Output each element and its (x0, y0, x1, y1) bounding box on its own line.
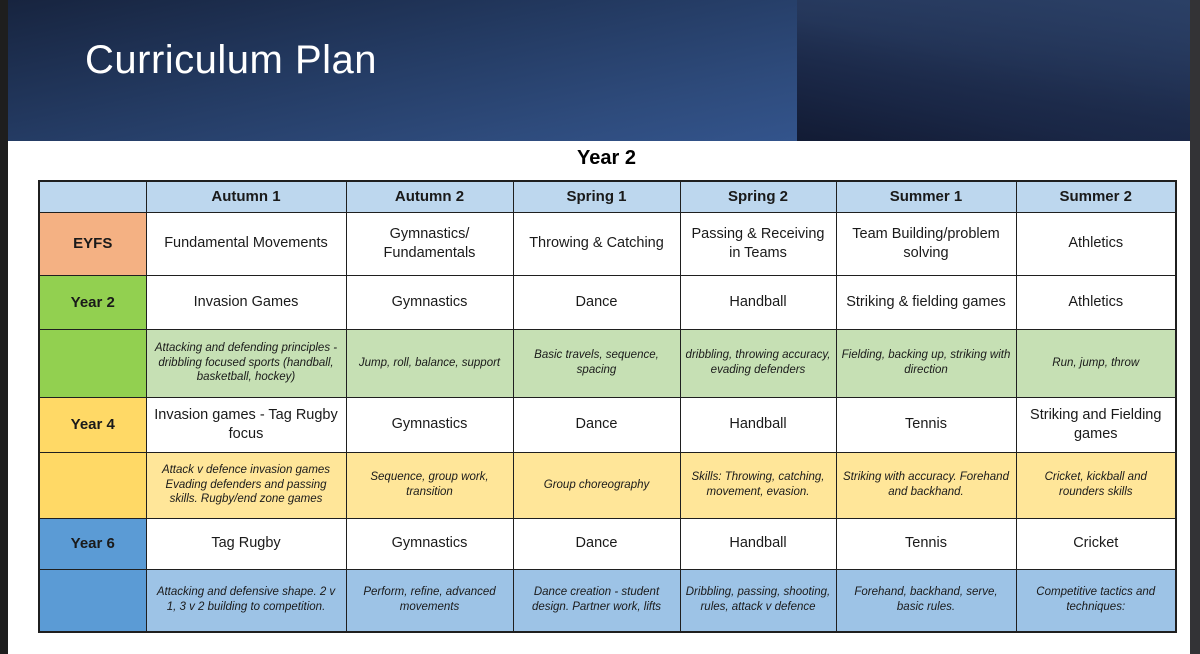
subject-cell: Handball (679, 517, 837, 570)
subject-cell: Gymnastics (345, 517, 514, 570)
subject-cell: Dance (512, 396, 681, 453)
column-header-autumn-2: Autumn 2 (345, 180, 514, 213)
column-header-autumn-1: Autumn 1 (145, 180, 347, 213)
row-year-4-detail: Attack v defence invasion games Evading … (38, 451, 1177, 519)
subject-cell: Invasion Games (145, 274, 347, 330)
right-edge-strip (1190, 0, 1200, 654)
row-label-year-2-detail (38, 328, 147, 398)
detail-cell: Perform, refine, advanced movements (345, 568, 514, 633)
column-header-spring-1: Spring 1 (512, 180, 681, 213)
detail-cell: Jump, roll, balance, support (345, 328, 514, 398)
row-eyfs: EYFS Fundamental Movements Gymnastics/ F… (38, 211, 1177, 276)
corner-cell (38, 180, 147, 213)
row-label-year-2: Year 2 (38, 274, 147, 330)
subject-cell: Handball (679, 274, 837, 330)
detail-cell: Group choreography (512, 451, 681, 519)
column-header-spring-2: Spring 2 (679, 180, 837, 213)
row-year-4: Year 4 Invasion games - Tag Rugby focus … (38, 396, 1177, 453)
row-year-2-detail: Attacking and defending principles - dri… (38, 328, 1177, 398)
subject-cell: Tag Rugby (145, 517, 347, 570)
detail-cell: Dribbling, passing, shooting, rules, att… (679, 568, 837, 633)
detail-cell: Sequence, group work, transition (345, 451, 514, 519)
row-label-year-4-detail (38, 451, 147, 519)
row-year-2: Year 2 Invasion Games Gymnastics Dance H… (38, 274, 1177, 330)
detail-cell: dribbling, throwing accuracy, evading de… (679, 328, 837, 398)
subject-cell: Athletics (1015, 274, 1177, 330)
subject-cell: Team Building/problem solving (835, 211, 1017, 276)
left-edge-strip (0, 0, 8, 654)
subject-cell: Gymnastics (345, 396, 514, 453)
row-label-year-4: Year 4 (38, 396, 147, 453)
detail-cell: Attacking and defending principles - dri… (145, 328, 347, 398)
row-label-year-6-detail (38, 568, 147, 633)
detail-cell: Competitive tactics and techniques: (1015, 568, 1177, 633)
detail-cell: Forehand, backhand, serve, basic rules. (835, 568, 1017, 633)
row-label-year-6: Year 6 (38, 517, 147, 570)
row-year-6-detail: Attacking and defensive shape. 2 v 1, 3 … (38, 568, 1177, 633)
detail-cell: Fielding, backing up, striking with dire… (835, 328, 1017, 398)
detail-cell: Cricket, kickball and rounders skills (1015, 451, 1177, 519)
column-header-summer-2: Summer 2 (1015, 180, 1177, 213)
subject-cell: Striking and Fielding games (1015, 396, 1177, 453)
subject-cell: Invasion games - Tag Rugby focus (145, 396, 347, 453)
subject-cell: Passing & Receiving in Teams (679, 211, 837, 276)
subject-cell: Cricket (1015, 517, 1177, 570)
detail-cell: Attack v defence invasion games Evading … (145, 451, 347, 519)
detail-cell: Run, jump, throw (1015, 328, 1177, 398)
subject-cell: Handball (679, 396, 837, 453)
row-label-eyfs: EYFS (38, 211, 147, 276)
banner-gradient-right (797, 0, 1190, 141)
detail-cell: Skills: Throwing, catching, movement, ev… (679, 451, 837, 519)
subject-cell: Dance (512, 517, 681, 570)
subject-cell: Gymnastics (345, 274, 514, 330)
detail-cell: Basic travels, sequence, spacing (512, 328, 681, 398)
subject-cell: Tennis (835, 517, 1017, 570)
subject-cell: Fundamental Movements (145, 211, 347, 276)
subject-cell: Gymnastics/ Fundamentals (345, 211, 514, 276)
subject-cell: Throwing & Catching (512, 211, 681, 276)
subject-cell: Tennis (835, 396, 1017, 453)
detail-cell: Attacking and defensive shape. 2 v 1, 3 … (145, 568, 347, 633)
title-banner: Curriculum Plan (8, 0, 1190, 141)
subject-cell: Dance (512, 274, 681, 330)
slide-title: Curriculum Plan (85, 38, 378, 82)
detail-cell: Dance creation - student design. Partner… (512, 568, 681, 633)
table-title: Year 2 (577, 147, 636, 169)
banner-gradient-left (8, 0, 797, 141)
row-year-6: Year 6 Tag Rugby Gymnastics Dance Handba… (38, 517, 1177, 570)
subject-cell: Striking & fielding games (835, 274, 1017, 330)
detail-cell: Striking with accuracy. Forehand and bac… (835, 451, 1017, 519)
header-row: Autumn 1 Autumn 2 Spring 1 Spring 2 Summ… (38, 180, 1177, 213)
curriculum-table: Autumn 1 Autumn 2 Spring 1 Spring 2 Summ… (38, 180, 1177, 633)
subject-cell: Athletics (1015, 211, 1177, 276)
column-header-summer-1: Summer 1 (835, 180, 1017, 213)
